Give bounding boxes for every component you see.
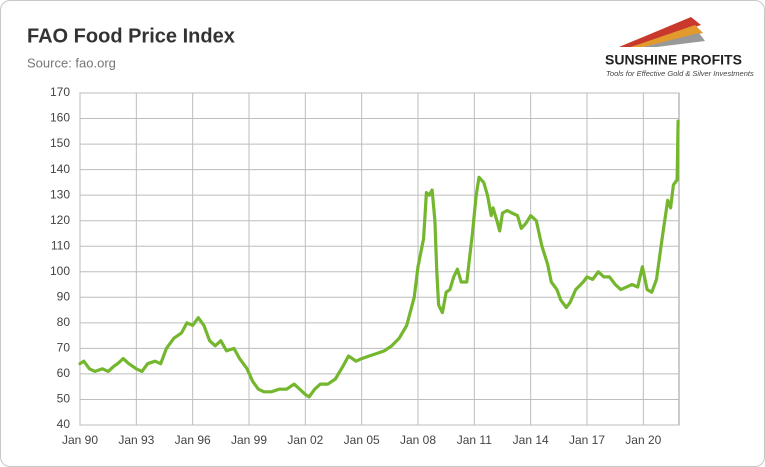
data-line bbox=[78, 119, 680, 399]
x-tick-label: Jan 99 bbox=[231, 433, 267, 447]
y-tick-label: 140 bbox=[50, 162, 70, 176]
marks bbox=[78, 119, 680, 399]
y-tick-label: 70 bbox=[57, 341, 71, 355]
logo-ray bbox=[643, 33, 705, 47]
x-tick-label: Jan 11 bbox=[457, 433, 492, 447]
brand-logo: SUNSHINE PROFITS Tools for Effective Gol… bbox=[605, 17, 754, 78]
logo-ray bbox=[631, 25, 703, 47]
y-tick-label: 170 bbox=[50, 85, 70, 99]
x-tick-label: Jan 96 bbox=[175, 433, 211, 447]
chart-subtitle: Source: fao.org bbox=[27, 55, 116, 70]
y-tick-label: 40 bbox=[57, 417, 71, 431]
y-tick-label: 110 bbox=[51, 238, 70, 252]
plot-area bbox=[79, 92, 680, 426]
x-tick-label: Jan 05 bbox=[344, 433, 380, 447]
logo-ray bbox=[619, 17, 701, 47]
x-tick-label: Jan 08 bbox=[400, 433, 436, 447]
y-tick-label: 150 bbox=[50, 136, 70, 150]
chart-title: FAO Food Price Index bbox=[27, 25, 235, 47]
y-tick-label: 50 bbox=[57, 392, 71, 406]
y-tick-label: 80 bbox=[57, 315, 71, 329]
brand-name: SUNSHINE PROFITS bbox=[605, 52, 742, 68]
x-tick-label: Jan 14 bbox=[513, 433, 549, 447]
x-tick-label: Jan 02 bbox=[287, 433, 323, 447]
x-tick-label: Jan 90 bbox=[62, 433, 98, 447]
x-tick-label: Jan 17 bbox=[569, 433, 605, 447]
tick-labels: 40 50 60 70 80 90 100 110 120 130 140 150 160 170 Jan … bbox=[50, 85, 662, 447]
brand-tagline: Tools for Effective Gold & Silver Invest… bbox=[606, 69, 754, 78]
y-tick-label: 100 bbox=[50, 264, 70, 278]
y-tick-label: 130 bbox=[50, 187, 70, 201]
y-tick-label: 160 bbox=[50, 111, 70, 125]
x-tick-label: Jan 93 bbox=[118, 433, 154, 447]
y-tick-label: 120 bbox=[50, 213, 70, 227]
y-tick-label: 60 bbox=[57, 366, 71, 380]
x-tick-label: Jan 20 bbox=[625, 433, 661, 447]
y-tick-label: 90 bbox=[57, 289, 71, 303]
grid bbox=[79, 92, 679, 426]
